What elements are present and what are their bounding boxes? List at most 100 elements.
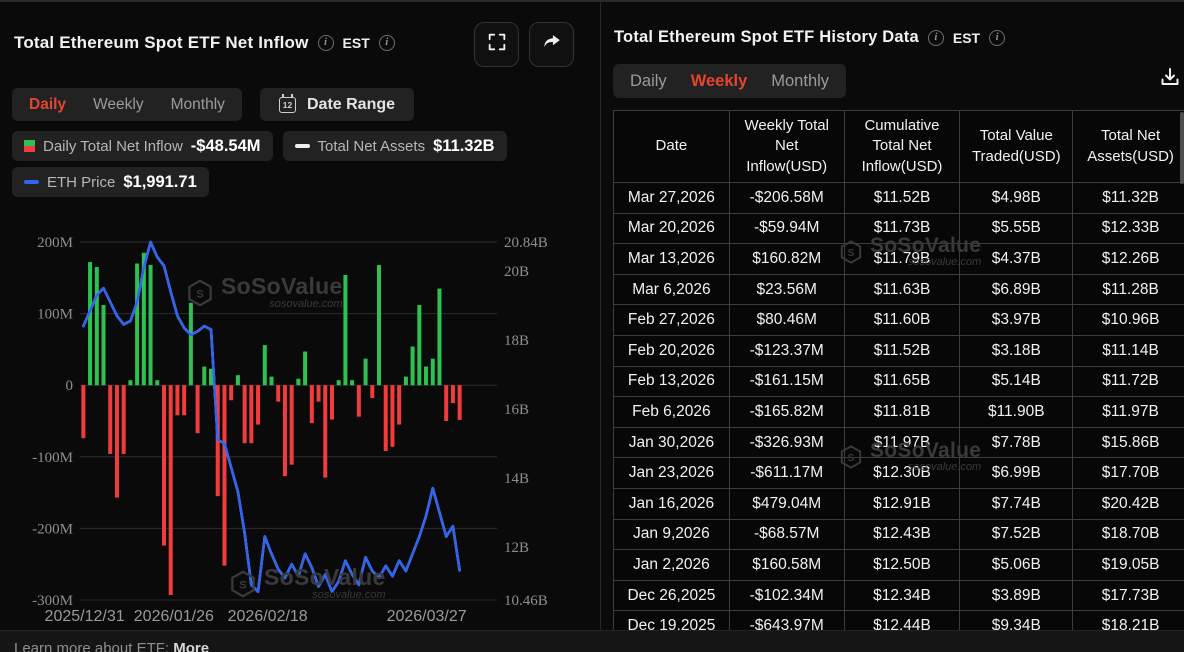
traded-cell: $6.99B (960, 458, 1073, 489)
legend-value: -$48.54M (191, 137, 261, 156)
assets-cell: $15.86B (1073, 427, 1184, 458)
timezone-info-icon[interactable]: i (379, 35, 395, 51)
cumulative-cell: $12.50B (844, 550, 960, 581)
tab-daily[interactable]: Daily (29, 96, 66, 114)
table-scrollbar[interactable] (1180, 112, 1184, 184)
table-row[interactable]: Feb 20,2026-$123.37M$11.52B$3.18B$11.14B (614, 335, 1184, 366)
traded-cell: $4.37B (960, 244, 1073, 275)
inflow-cell: -$59.94M (729, 213, 844, 244)
col-net-assets: Total Net Assets(USD) (1073, 111, 1184, 183)
traded-cell: $7.52B (960, 519, 1073, 550)
history-table-body: Mar 27,2026-$206.58M$11.52B$4.98B$11.32B… (614, 183, 1184, 631)
assets-cell: $17.73B (1073, 580, 1184, 611)
table-header-row: Total Ethereum Spot ETF History Data i E… (614, 28, 1005, 47)
tab-weekly[interactable]: Weekly (93, 96, 144, 114)
traded-cell: $6.89B (960, 274, 1073, 305)
svg-text:-100M: -100M (32, 450, 73, 466)
top-border (0, 0, 1184, 2)
legend-row-2: ETH Price $1,991.71 (12, 167, 209, 197)
download-button[interactable] (1153, 63, 1184, 97)
table-header-row: Date Weekly Total Net Inflow(USD) Cumula… (614, 111, 1184, 183)
info-icon[interactable]: i (928, 30, 944, 46)
chart-canvas: 200M100M0-100M-200M-300M20.84B20B18B16B1… (0, 230, 600, 630)
history-table[interactable]: Date Weekly Total Net Inflow(USD) Cumula… (613, 110, 1184, 630)
legend-eth-price[interactable]: ETH Price $1,991.71 (12, 167, 209, 197)
inflow-cell: -$326.93M (729, 427, 844, 458)
legend-daily-net-inflow[interactable]: Daily Total Net Inflow -$48.54M (12, 131, 273, 161)
tab-daily[interactable]: Daily (630, 72, 667, 91)
date-range-button[interactable]: 12 Date Range (260, 88, 414, 121)
svg-text:12B: 12B (504, 540, 529, 556)
table-title: Total Ethereum Spot ETF History Data (614, 28, 919, 47)
table-row[interactable]: Mar 6,2026$23.56M$11.63B$6.89B$11.28B (614, 274, 1184, 305)
timezone-label: EST (953, 30, 980, 46)
legend-row-1: Daily Total Net Inflow -$48.54M Total Ne… (12, 131, 507, 161)
inflow-cell: -$165.82M (729, 397, 844, 428)
table-row[interactable]: Jan 30,2026-$326.93M$11.97B$7.78B$15.86B (614, 427, 1184, 458)
chart-title: Total Ethereum Spot ETF Net Inflow (14, 33, 309, 53)
traded-cell: $9.34B (960, 611, 1073, 630)
date-cell: Dec 26,2025 (614, 580, 730, 611)
table-row[interactable]: Mar 20,2026-$59.94M$11.73B$5.55B$12.33B (614, 213, 1184, 244)
cumulative-cell: $11.79B (844, 244, 960, 275)
date-cell: Mar 20,2026 (614, 213, 730, 244)
timezone-info-icon[interactable]: i (989, 30, 1005, 46)
date-cell: Mar 13,2026 (614, 244, 730, 275)
date-cell: Feb 6,2026 (614, 397, 730, 428)
legend-label: ETH Price (47, 174, 115, 191)
cumulative-cell: $11.97B (844, 427, 960, 458)
footer-more-link[interactable]: More (173, 640, 209, 652)
traded-cell: $11.90B (960, 397, 1073, 428)
svg-text:16B: 16B (504, 402, 529, 418)
table-row[interactable]: Dec 19,2025-$643.97M$12.44B$9.34B$18.21B (614, 611, 1184, 630)
col-date: Date (614, 111, 730, 183)
blue-dash-icon (24, 180, 39, 185)
traded-cell: $5.55B (960, 213, 1073, 244)
tab-monthly[interactable]: Monthly (171, 96, 225, 114)
inflow-cell: $23.56M (729, 274, 844, 305)
table-row[interactable]: Jan 16,2026$479.04M$12.91B$7.74B$20.42B (614, 488, 1184, 519)
assets-cell: $18.70B (1073, 519, 1184, 550)
info-icon[interactable]: i (318, 35, 334, 51)
calendar-icon: 12 (279, 97, 296, 113)
net-inflow-chart[interactable]: 200M100M0-100M-200M-300M20.84B20B18B16B1… (0, 230, 600, 630)
table-row[interactable]: Mar 13,2026$160.82M$11.79B$4.37B$12.26B (614, 244, 1184, 275)
date-cell: Feb 20,2026 (614, 335, 730, 366)
table-row[interactable]: Feb 13,2026-$161.15M$11.65B$5.14B$11.72B (614, 366, 1184, 397)
table-row[interactable]: Mar 27,2026-$206.58M$11.52B$4.98B$11.32B (614, 183, 1184, 214)
table-row[interactable]: Feb 6,2026-$165.82M$11.81B$11.90B$11.97B (614, 397, 1184, 428)
footer-bar: Learn more about ETF: More (0, 630, 1184, 652)
share-button[interactable] (529, 22, 574, 67)
table-row[interactable]: Jan 9,2026-$68.57M$12.43B$7.52B$18.70B (614, 519, 1184, 550)
chart-period-tabs: Daily Weekly Monthly (12, 88, 242, 121)
date-range-label: Date Range (307, 96, 395, 114)
inflow-cell: $160.82M (729, 244, 844, 275)
chart-header: Total Ethereum Spot ETF Net Inflow i EST… (14, 33, 395, 53)
table-row[interactable]: Dec 26,2025-$102.34M$12.34B$3.89B$17.73B (614, 580, 1184, 611)
tab-weekly[interactable]: Weekly (691, 72, 748, 91)
assets-cell: $19.05B (1073, 550, 1184, 581)
legend-total-net-assets[interactable]: Total Net Assets $11.32B (283, 131, 507, 161)
assets-cell: $11.32B (1073, 183, 1184, 214)
fullscreen-button[interactable] (474, 22, 519, 67)
table-row[interactable]: Jan 23,2026-$611.17M$12.30B$6.99B$17.70B (614, 458, 1184, 489)
inflow-cell: -$102.34M (729, 580, 844, 611)
table-row[interactable]: Jan 2,2026$160.58M$12.50B$5.06B$19.05B (614, 550, 1184, 581)
white-dash-icon (295, 144, 310, 149)
svg-text:20.84B: 20.84B (504, 235, 548, 251)
col-cumulative-inflow: Cumulative Total Net Inflow(USD) (844, 111, 960, 183)
panel-divider (600, 2, 601, 630)
legend-value: $11.32B (433, 137, 494, 156)
date-cell: Mar 6,2026 (614, 274, 730, 305)
svg-text:10.46B: 10.46B (504, 593, 548, 609)
inflow-cell: -$643.97M (729, 611, 844, 630)
footer-text: Learn more about ETF: (14, 640, 169, 652)
cumulative-cell: $11.52B (844, 335, 960, 366)
tab-monthly[interactable]: Monthly (771, 72, 829, 91)
svg-text:-200M: -200M (32, 521, 73, 537)
table-period-tabs: Daily Weekly Monthly (613, 64, 846, 98)
svg-text:20B: 20B (504, 264, 529, 280)
inflow-cell: -$68.57M (729, 519, 844, 550)
table-row[interactable]: Feb 27,2026$80.46M$11.60B$3.97B$10.96B (614, 305, 1184, 336)
svg-text:0: 0 (66, 378, 74, 394)
